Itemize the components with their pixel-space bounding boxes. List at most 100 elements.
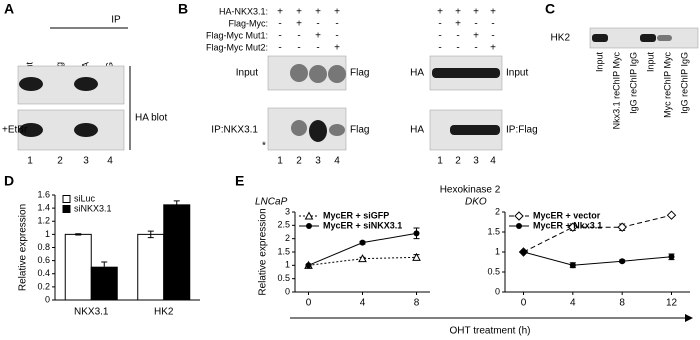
condition-sign: - bbox=[491, 19, 494, 30]
y-tick-label: 0 bbox=[45, 294, 50, 304]
lane-number: 2 bbox=[57, 156, 63, 167]
point bbox=[413, 230, 420, 237]
condition-sign: - bbox=[474, 19, 477, 30]
legend-label: MycER + vector bbox=[533, 210, 601, 220]
legend-label: MycER + Nkx3.1 bbox=[533, 220, 602, 230]
legend-swatch bbox=[62, 195, 71, 203]
condition-sign: - bbox=[335, 31, 338, 42]
condition-sign: + bbox=[334, 7, 340, 18]
condition-sign: - bbox=[316, 19, 319, 30]
condition-sign: + bbox=[437, 7, 443, 18]
band bbox=[290, 64, 308, 82]
condition-sign: + bbox=[473, 7, 479, 18]
ip-label: IP bbox=[111, 15, 121, 26]
y-tick-label: 0.8 bbox=[37, 242, 50, 252]
legend-label: MycER + siGFP bbox=[323, 210, 389, 220]
y-tick-label: 2 bbox=[495, 206, 500, 216]
y-tick-label: 1 bbox=[45, 229, 50, 239]
bar bbox=[163, 204, 191, 301]
legend-marker bbox=[306, 223, 312, 229]
chart-title: Hexokinase 2 bbox=[440, 185, 501, 196]
row-label: Input bbox=[506, 68, 528, 79]
legend-label: siNKX3.1 bbox=[74, 203, 112, 213]
point bbox=[412, 252, 421, 261]
x-tick-label: NKX3.1 bbox=[74, 307, 109, 318]
band bbox=[328, 65, 346, 83]
y-tick-label: 1 bbox=[285, 260, 290, 270]
condition-sign: + bbox=[490, 43, 496, 54]
panel-label: E bbox=[235, 173, 244, 189]
y-tick-label: 0 bbox=[285, 286, 290, 296]
condition-sign: + bbox=[455, 7, 461, 18]
condition-sign: - bbox=[491, 31, 494, 42]
row-label: IP:NKX3.1 bbox=[211, 125, 258, 136]
band bbox=[309, 65, 327, 83]
condition-sign: - bbox=[438, 19, 441, 30]
x-tick-label: HK2 bbox=[154, 307, 174, 318]
blot-label: Flag bbox=[350, 125, 369, 136]
blot-label: HA blot bbox=[135, 113, 167, 124]
error-bar bbox=[147, 230, 154, 239]
band bbox=[640, 34, 656, 42]
y-tick-label: 1.4 bbox=[37, 203, 50, 213]
legend-label: siLuc bbox=[74, 193, 96, 203]
blot-label: HA bbox=[410, 125, 424, 136]
error-bar bbox=[173, 200, 180, 210]
column-label: IgG reChIP IgG bbox=[679, 52, 689, 114]
condition-sign: + bbox=[490, 7, 496, 18]
column-label: Myc reChIP Myc bbox=[662, 52, 672, 118]
row-label: Input bbox=[236, 68, 258, 79]
x-tick-label: 12 bbox=[666, 298, 678, 309]
band bbox=[450, 125, 500, 135]
legend-marker bbox=[304, 211, 314, 220]
condition-sign: + bbox=[296, 7, 302, 18]
band bbox=[329, 124, 345, 136]
point bbox=[619, 258, 626, 265]
y-tick-label: 2 bbox=[285, 233, 290, 243]
band bbox=[291, 120, 307, 136]
legend-marker bbox=[514, 211, 524, 221]
condition-sign: - bbox=[335, 19, 338, 30]
bar bbox=[137, 233, 165, 301]
point bbox=[666, 210, 677, 220]
band bbox=[74, 123, 98, 137]
column-label: Input bbox=[645, 52, 655, 73]
band bbox=[592, 34, 608, 42]
x-tick-label: 8 bbox=[414, 298, 420, 309]
band bbox=[432, 68, 500, 78]
column-label: Nkx3.1 reChIP Myc bbox=[611, 52, 621, 130]
blot-label: HK2 bbox=[551, 33, 571, 44]
condition-sign: - bbox=[456, 43, 459, 54]
panel-label: C bbox=[545, 1, 555, 17]
y-tick-label: 2.5 bbox=[277, 220, 290, 230]
condition-sign: - bbox=[316, 43, 319, 54]
chart-subtitle: DKO bbox=[465, 197, 487, 208]
error-bar bbox=[101, 261, 108, 273]
condition-sign: - bbox=[278, 43, 281, 54]
band bbox=[19, 77, 43, 91]
bar bbox=[90, 266, 118, 301]
y-tick-label: 1.5 bbox=[277, 246, 290, 256]
point bbox=[358, 254, 367, 263]
band bbox=[657, 35, 672, 41]
y-tick-label: 0.5 bbox=[487, 266, 500, 276]
condition-sign: - bbox=[278, 31, 281, 42]
condition-label: Flag-Myc Mut1: bbox=[206, 30, 268, 40]
x-axis-label: OHT treatment (h) bbox=[450, 326, 531, 337]
condition-sign: + bbox=[473, 31, 479, 42]
row-label: IP:Flag bbox=[506, 125, 538, 136]
condition-label: Flag-Myc Mut2: bbox=[206, 42, 268, 52]
column-label: IgG reChIP IgG bbox=[628, 52, 638, 114]
line bbox=[523, 251, 672, 266]
condition-sign: + bbox=[315, 7, 321, 18]
y-tick-label: 1.6 bbox=[37, 189, 50, 199]
y-axis-label: Relative expression bbox=[258, 208, 269, 295]
lane-number: 1 bbox=[437, 156, 443, 167]
x-tick-label: 0 bbox=[521, 298, 527, 309]
x-tick-label: 4 bbox=[570, 298, 576, 309]
y-tick-label: 0.2 bbox=[37, 281, 50, 291]
lane-number: 4 bbox=[334, 156, 340, 167]
condition-sign: - bbox=[438, 43, 441, 54]
band bbox=[19, 123, 43, 137]
blot bbox=[17, 65, 125, 105]
